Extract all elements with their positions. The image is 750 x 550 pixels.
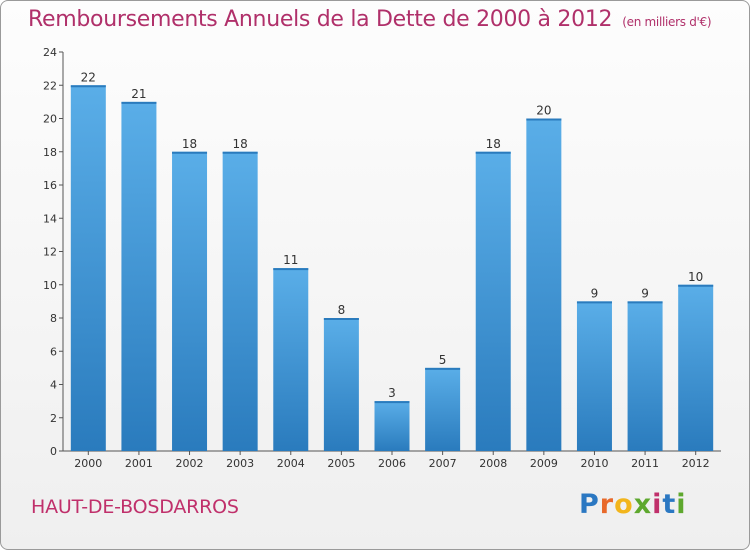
y-tick-label: 18 bbox=[43, 146, 57, 159]
x-tick-label: 2005 bbox=[327, 457, 355, 470]
x-tick-label: 2011 bbox=[631, 457, 659, 470]
bar-edge bbox=[70, 85, 106, 88]
y-tick-label: 16 bbox=[43, 179, 57, 192]
bar-edge bbox=[121, 101, 157, 104]
y-tick-label: 4 bbox=[50, 379, 57, 392]
logo-letter: i bbox=[676, 489, 687, 520]
y-tick-label: 20 bbox=[43, 113, 57, 126]
bar-value-label: 10 bbox=[688, 270, 703, 284]
bar-edge bbox=[222, 151, 258, 154]
x-tick-label: 2004 bbox=[277, 457, 305, 470]
x-tick-label: 2006 bbox=[378, 457, 406, 470]
bar-value-label: 20 bbox=[536, 104, 551, 118]
bar-edge bbox=[425, 367, 461, 370]
y-tick-label: 14 bbox=[43, 212, 57, 225]
x-tick-label: 2000 bbox=[74, 457, 102, 470]
bar-2001 bbox=[121, 101, 157, 451]
x-tick-label: 2001 bbox=[125, 457, 153, 470]
logo-letter: r bbox=[599, 489, 615, 520]
x-tick-label: 2008 bbox=[479, 457, 507, 470]
y-tick-label: 2 bbox=[50, 412, 57, 425]
bar-2009 bbox=[526, 118, 562, 451]
bar-value-label: 8 bbox=[338, 303, 346, 317]
bar-2010 bbox=[576, 301, 612, 451]
logo-letter: o bbox=[614, 489, 634, 520]
bar-2007 bbox=[425, 367, 461, 451]
bar-edge bbox=[627, 301, 663, 304]
bar-value-label: 22 bbox=[81, 70, 96, 84]
bar-value-label: 9 bbox=[591, 286, 599, 300]
y-tick-label: 12 bbox=[43, 246, 57, 259]
chart-unit: (en milliers d'€) bbox=[622, 15, 712, 29]
logo-letter: x bbox=[633, 489, 653, 520]
logo-letter: i bbox=[652, 489, 663, 520]
bar-edge bbox=[526, 118, 562, 121]
bar-2002 bbox=[172, 151, 208, 451]
bar-edge bbox=[273, 268, 309, 271]
bar-value-label: 18 bbox=[486, 137, 501, 151]
bar-value-label: 18 bbox=[182, 137, 197, 151]
bar-value-label: 5 bbox=[439, 353, 447, 367]
bar-value-label: 9 bbox=[641, 286, 649, 300]
bar-2006 bbox=[374, 401, 410, 451]
y-tick-label: 0 bbox=[50, 445, 57, 458]
bar-2011 bbox=[627, 301, 663, 451]
chart-title: Remboursements Annuels de la Dette de 20… bbox=[28, 7, 712, 32]
y-tick-label: 24 bbox=[43, 46, 57, 59]
bar-value-label: 18 bbox=[233, 137, 248, 151]
bar-2004 bbox=[273, 268, 309, 451]
bar-2000 bbox=[70, 85, 106, 451]
commune-name: HAUT-DE-BOSDARROS bbox=[31, 496, 239, 518]
bar-2003 bbox=[222, 151, 258, 451]
bar-edge bbox=[374, 401, 410, 404]
bars: 22 21 18 18 11 8 3 5 18 20 9 9 10 bbox=[70, 70, 714, 451]
y-tick-label: 10 bbox=[43, 279, 57, 292]
proxiti-logo: Proxiti bbox=[579, 489, 687, 520]
logo-letter: t bbox=[662, 489, 677, 520]
chart-title-text: Remboursements Annuels de la Dette de 20… bbox=[28, 7, 613, 32]
bar-value-label: 11 bbox=[283, 253, 298, 267]
bar-edge bbox=[576, 301, 612, 304]
y-tick-label: 22 bbox=[43, 79, 57, 92]
x-tick-label: 2009 bbox=[530, 457, 558, 470]
logo-letter: P bbox=[579, 489, 600, 520]
x-tick-label: 2012 bbox=[682, 457, 710, 470]
bar-edge bbox=[475, 151, 511, 154]
y-tick-label: 6 bbox=[50, 345, 57, 358]
x-tick-label: 2003 bbox=[226, 457, 254, 470]
x-tick-label: 2007 bbox=[429, 457, 457, 470]
bar-edge bbox=[323, 318, 359, 320]
bar-value-label: 3 bbox=[388, 386, 396, 400]
bar-edge bbox=[678, 284, 714, 287]
bar-edge bbox=[172, 151, 208, 154]
y-tick-label: 8 bbox=[50, 312, 57, 325]
bar-value-label: 21 bbox=[131, 87, 146, 101]
bar-2012 bbox=[678, 284, 714, 451]
bar-2008 bbox=[475, 151, 511, 451]
x-tick-label: 2002 bbox=[176, 457, 204, 470]
bar-2005 bbox=[323, 318, 359, 451]
x-tick-label: 2010 bbox=[580, 457, 608, 470]
